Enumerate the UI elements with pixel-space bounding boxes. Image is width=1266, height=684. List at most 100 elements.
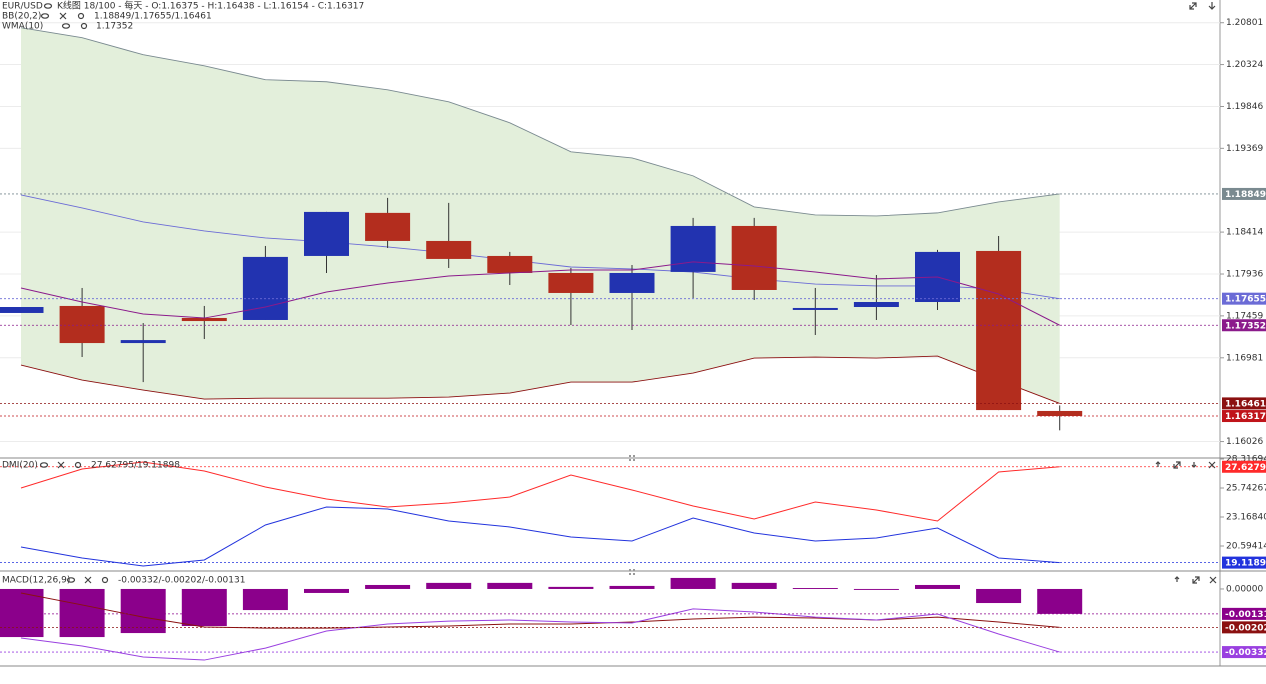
histogram-bar [181, 588, 227, 627]
price-badge [1222, 187, 1266, 200]
candle-body [1037, 410, 1083, 417]
wma-line [20, 261, 1060, 326]
candle-body [181, 317, 227, 322]
close-icon[interactable] [84, 576, 92, 584]
y-tick-label: 1.17936 [1226, 270, 1263, 280]
price-badge [1222, 397, 1266, 410]
symbol: EUR/USD [2, 2, 43, 12]
visibility-icon[interactable] [40, 13, 50, 19]
price-badge-label: 1.17352 [1225, 321, 1266, 331]
visibility-icon[interactable] [61, 23, 71, 29]
visibility-icon[interactable] [39, 462, 49, 468]
y-tick-label: 1.20801 [1226, 18, 1263, 28]
y-tick-label: 1.16981 [1226, 353, 1263, 363]
price-badge [1222, 460, 1266, 473]
price-badge [1222, 410, 1266, 423]
series-line [20, 461, 1060, 522]
header-icons [39, 2, 1217, 584]
histogram-bar [853, 588, 899, 590]
histogram-bar [426, 582, 472, 589]
candle-body [609, 272, 655, 293]
price-badge-label: 1.17655 [1225, 295, 1266, 305]
header: EUR/USD K线图 18/100 - 每天 - O:1.16375 - H:… [2, 0, 364, 586]
histogram-bar [0, 588, 44, 638]
close-icon[interactable] [1209, 576, 1217, 584]
close-icon[interactable] [1208, 461, 1216, 469]
histogram-bar [670, 577, 716, 589]
candle-body [0, 307, 44, 313]
band-middle [20, 194, 1060, 300]
close-icon[interactable] [59, 12, 67, 20]
histogram-bar [242, 588, 288, 611]
y-tick-label: 28.31694 [1226, 455, 1266, 465]
histogram-bar [1037, 588, 1083, 614]
y-tick-label: 1.16026 [1226, 437, 1263, 447]
band-lower [20, 355, 1060, 404]
candle-body [426, 240, 472, 259]
visibility-icon[interactable] [43, 3, 53, 9]
y-tick-label: 0.00000 [1226, 584, 1263, 594]
candle-body [304, 211, 349, 256]
price-badge [1222, 292, 1266, 305]
histogram-bar [365, 584, 411, 589]
histogram-bar [120, 588, 166, 634]
histogram-bar [304, 588, 349, 593]
settings-icon[interactable] [77, 12, 85, 20]
candle-body [670, 225, 716, 272]
settings-icon[interactable] [74, 461, 82, 469]
pane-title: DMI(20) [2, 461, 38, 471]
candle-body [365, 212, 411, 241]
price-badge-label: 1.16461 [1225, 399, 1266, 409]
splitter-handle[interactable] [629, 455, 635, 575]
move-up-icon[interactable] [1174, 576, 1180, 582]
plot-area: 1.20801 1.20324 1.19846 1.19369 1.18414 1.179… [0, 18, 1266, 661]
visibility-icon[interactable] [66, 577, 76, 583]
candle-body [120, 340, 166, 344]
histogram-bar [548, 586, 594, 589]
move-down-icon[interactable] [1191, 462, 1197, 468]
price-badge [1222, 607, 1266, 620]
histogram-bar [609, 585, 655, 589]
settings-icon[interactable] [101, 576, 109, 584]
pane-value: 27.62795/19.11898 [91, 461, 180, 471]
expand-icon[interactable] [1192, 576, 1200, 584]
price-badge [1222, 319, 1266, 332]
settings-icon[interactable] [80, 22, 88, 30]
y-tick-label: 1.19846 [1226, 102, 1263, 112]
indicator-name: WMA(10) [2, 22, 43, 32]
chart-title: K线图 18/100 - 每天 - O:1.16375 - H:1.16438 … [57, 0, 364, 12]
y-tick-label: 1.19369 [1226, 144, 1263, 154]
y-tick-label: 20.59414 [1226, 541, 1266, 551]
y-tick-label: 1.20324 [1226, 60, 1263, 70]
download-icon[interactable] [1208, 2, 1216, 10]
series-line [20, 506, 1060, 567]
band-upper [20, 27, 1060, 217]
indicator-name: BB(20,2) [2, 12, 41, 22]
expand-icon[interactable] [1173, 461, 1181, 469]
price-badge-label: -0.00131 [1225, 610, 1266, 620]
price-badge-label: 1.18849 [1225, 190, 1266, 200]
candle-body [548, 272, 594, 293]
candle-body [242, 256, 288, 320]
histogram-bar [731, 582, 777, 589]
price-badge-label: 1.16317 [1225, 412, 1266, 422]
expand-icon[interactable] [1189, 2, 1197, 10]
pane-title: MACD(12,26,9) [2, 576, 70, 586]
candle-body [792, 307, 838, 310]
series-line [20, 592, 1060, 629]
close-icon[interactable] [57, 461, 65, 469]
histogram-bar [976, 588, 1022, 604]
pane-value: -0.00332/-0.00202/-0.00131 [118, 576, 245, 586]
price-badge [1222, 621, 1266, 634]
candle-body [487, 255, 533, 273]
y-tick-label: 1.18414 [1226, 228, 1263, 238]
move-up-icon[interactable] [1155, 461, 1161, 467]
indicator-value: 1.18849/1.17655/1.16461 [94, 12, 212, 22]
indicator-value: 1.17352 [96, 22, 133, 32]
y-tick-label: 25.74267 [1226, 483, 1266, 493]
price-badge-label: 19.11898 [1225, 559, 1266, 569]
y-tick-label: 23.16840 [1226, 512, 1266, 522]
